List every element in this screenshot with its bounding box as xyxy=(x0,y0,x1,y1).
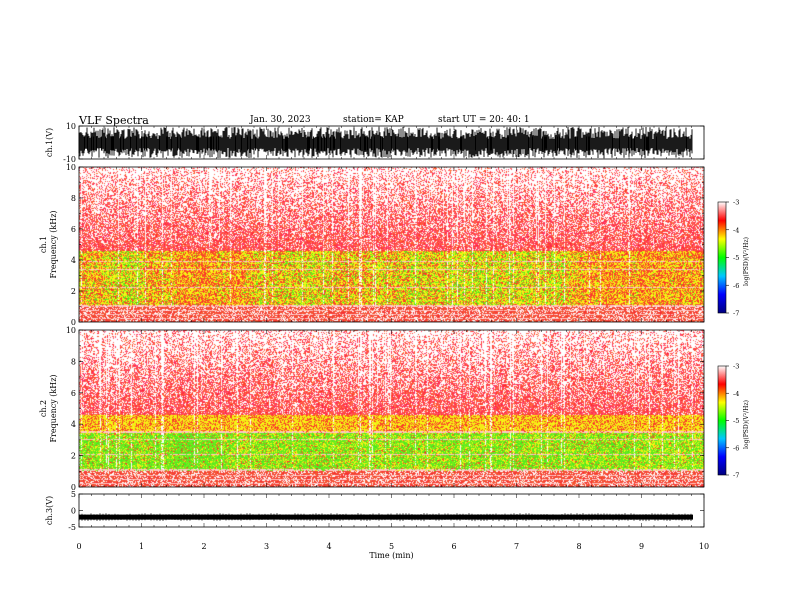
ch3-voltage-ytick-label: -5 xyxy=(68,523,76,532)
ch1-trace xyxy=(79,127,692,158)
colorbar-tick-label: -3 xyxy=(733,363,739,371)
spectrogram-ch2 xyxy=(79,330,704,487)
x-tick-label: 3 xyxy=(264,542,269,551)
ch2-spectrogram-ytick-label: 6 xyxy=(71,389,76,398)
x-tick-label: 8 xyxy=(576,542,581,551)
ch1-voltage-ylabel: ch.1(V) xyxy=(45,128,54,157)
ch2-spectrogram-ylabel-1: ch.2 xyxy=(39,400,48,417)
colorbar-tick-label: -6 xyxy=(733,282,739,290)
colorbar-tick-label: -4 xyxy=(733,226,739,234)
ch3-waveform xyxy=(79,513,693,521)
vlf-spectra-figure: -3 -4 -5 -6 -7 log(PSD)(V²/Hz) -3 -4 -5 -6 -7 log(P… xyxy=(0,0,792,612)
ch2-spectrogram-ytick-label: 4 xyxy=(71,420,76,429)
ch1-spectrogram-ylabel-1: ch.1 xyxy=(39,236,48,253)
colorbar-label: log(PSD)(V²/Hz) xyxy=(743,237,750,286)
x-tick-label: 4 xyxy=(326,542,331,551)
ch1-spectrogram-ytick-label: 2 xyxy=(71,287,76,296)
colorbar-tick-label: -3 xyxy=(733,199,739,207)
ch3-voltage-frame xyxy=(79,494,704,527)
ch1-spectrogram-ylabel-2: Frequency (kHz) xyxy=(49,210,58,278)
ch3-voltage-ytick-label: 0 xyxy=(71,507,76,516)
x-tick-label: 2 xyxy=(201,542,206,551)
colorbar-tick-label: -6 xyxy=(733,444,739,452)
colorbar-tick-label: -7 xyxy=(733,310,739,318)
x-tick-label: 10 xyxy=(699,542,709,551)
colorbar-tick-label: -4 xyxy=(733,390,739,398)
ch3-voltage-ytick-label: 5 xyxy=(71,490,76,499)
ch2-spectrogram-ytick-label: 2 xyxy=(71,452,76,461)
colorbar-tick-label: -5 xyxy=(733,417,739,425)
ch1-spectrogram-ytick-label: 4 xyxy=(71,256,76,265)
x-tick-label: 9 xyxy=(639,542,644,551)
x-tick-label: 6 xyxy=(451,542,456,551)
spectrogram-images xyxy=(79,167,726,487)
spectrogram-ch1 xyxy=(79,167,704,322)
ch1-spectrogram-ytick-label: 8 xyxy=(71,194,76,203)
x-tick-label: 5 xyxy=(389,542,394,551)
ch2-spectrogram-ylabel-2: Frequency (kHz) xyxy=(49,374,58,442)
ch1-voltage-ytick-label: 10 xyxy=(66,122,76,131)
colorbar-tick-label: -5 xyxy=(733,254,739,262)
ch1-waveform xyxy=(79,127,692,158)
x-tick-label: 0 xyxy=(76,542,81,551)
x-tick-label: 7 xyxy=(514,542,519,551)
ch1-spectrogram-ytick-label: 6 xyxy=(71,225,76,234)
colorbar-label: log(PSD)(V²/Hz) xyxy=(743,400,750,449)
x-axis-label: Time (min) xyxy=(369,551,413,560)
ch2-spectrogram-ytick-label: 10 xyxy=(66,326,76,335)
colorbar-tick-label: -7 xyxy=(733,472,739,480)
x-tick-label: 1 xyxy=(139,542,144,551)
colorbar-ch1 xyxy=(718,202,726,313)
ch2-spectrogram-ytick-label: 8 xyxy=(71,357,76,366)
ch3-voltage-ylabel: ch.3(V) xyxy=(45,496,54,525)
colorbar-ch2 xyxy=(718,366,726,475)
ch1-spectrogram-ytick-label: 10 xyxy=(66,163,76,172)
